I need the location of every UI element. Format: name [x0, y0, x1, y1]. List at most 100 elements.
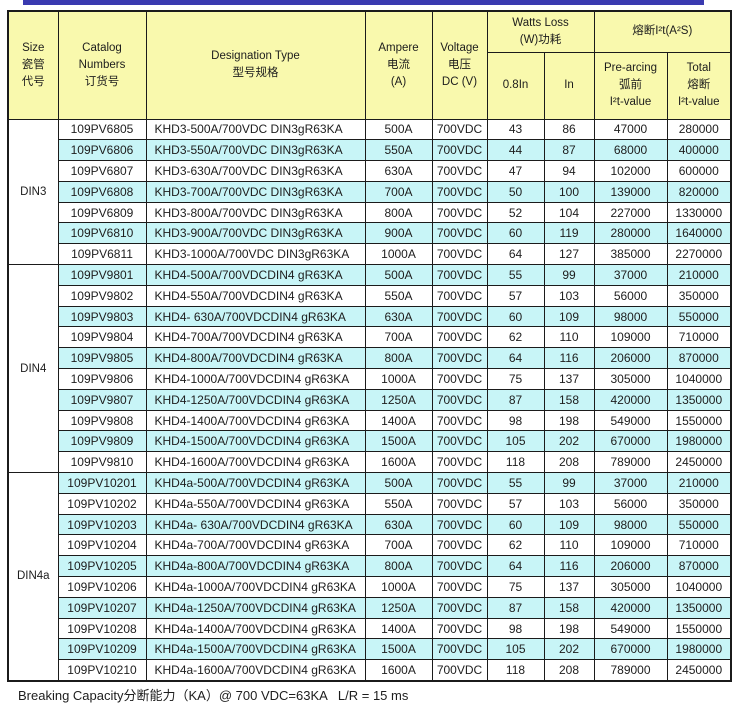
watts-08in-cell: 62	[486, 534, 545, 557]
catalog-cell: 109PV10204	[57, 534, 147, 557]
table-row: 109PV6807 KHD3-630A/700VDC DIN3gR63KA 630A…	[8, 160, 732, 182]
designation-cell: KHD4- 630A/700VDCDIN4 gR63KA	[145, 305, 366, 328]
header-line: Watts Loss	[512, 16, 569, 29]
total-i2t-cell: 710000	[666, 326, 732, 349]
header-line: Numbers	[78, 58, 126, 71]
total-i2t-cell: 350000	[666, 492, 732, 515]
watts-08in-cell: 50	[486, 180, 545, 203]
col-header-catalog: Catalog Numbers 订货号	[57, 10, 147, 120]
total-i2t-cell: 2270000	[666, 243, 732, 266]
catalog-cell: 109PV10202	[57, 492, 147, 515]
col-header-voltage: Voltage 电压 DC (V)	[431, 10, 488, 120]
ampere-cell: 1400A	[364, 409, 433, 432]
table-row: 109PV9808 KHD4-1400A/700VDCDIN4 gR63KA 140…	[8, 409, 732, 432]
watts-in-cell: 99	[543, 264, 595, 286]
total-i2t-cell: 870000	[666, 555, 732, 578]
prearcing-i2t-cell: 420000	[593, 388, 668, 411]
header-line: 熔断I²t(A²S)	[632, 25, 693, 38]
total-i2t-cell: 1550000	[666, 617, 732, 640]
total-i2t-cell: 710000	[666, 534, 732, 557]
catalog-cell: 109PV6806	[57, 139, 147, 162]
prearcing-i2t-cell: 139000	[593, 180, 668, 203]
watts-in-cell: 208	[543, 451, 595, 474]
voltage-cell: 700VDC	[431, 264, 488, 286]
watts-in-cell: 127	[543, 243, 595, 266]
designation-cell: KHD4a-700A/700VDCDIN4 gR63KA	[145, 534, 366, 557]
ampere-cell: 700A	[364, 534, 433, 557]
watts-in-cell: 137	[543, 368, 595, 390]
prearcing-i2t-cell: 789000	[593, 659, 668, 682]
designation-cell: KHD3-630A/700VDC DIN3gR63KA	[145, 160, 366, 182]
voltage-cell: 700VDC	[431, 180, 488, 203]
table-row: 109PV9805 KHD4-800A/700VDCDIN4 gR63KA 800A…	[8, 347, 732, 370]
table-row: 109PV9802 KHD4-550A/700VDCDIN4 gR63KA 550A…	[8, 284, 732, 307]
col-header-ampere: Ampere 电流 (A)	[364, 10, 433, 120]
header-row-groups: Size 瓷管 代号 Catalog Numbers 订货号 Designati…	[7, 10, 732, 120]
prearcing-i2t-cell: 68000	[593, 139, 668, 162]
total-i2t-cell: 1640000	[666, 222, 732, 245]
ampere-cell: 800A	[364, 347, 433, 370]
col-header-total: Total 熔断 I²t-value	[666, 51, 732, 120]
total-i2t-cell: 600000	[666, 160, 732, 182]
watts-in-cell: 109	[543, 513, 595, 536]
prearcing-i2t-cell: 109000	[593, 534, 668, 557]
ampere-cell: 800A	[364, 201, 433, 224]
designation-cell: KHD4-1500A/700VDCDIN4 gR63KA	[145, 430, 366, 453]
header-row-sub: 0.8In In Pre-arcing 弧前 I²t-value Total 熔…	[8, 51, 732, 120]
watts-08in-cell: 64	[486, 243, 545, 266]
ampere-cell: 550A	[364, 139, 433, 162]
table-row: DIN4 109PV9801 KHD4-500A/700VDCDIN4 gR63KA…	[7, 264, 732, 474]
voltage-cell: 700VDC	[431, 617, 488, 640]
table-row: 109PV6808 KHD3-700A/700VDC DIN3gR63KA 700A…	[8, 180, 732, 203]
designation-cell: KHD3-900A/700VDC DIN3gR63KA	[145, 222, 366, 245]
table-row: 109PV6810 KHD3-900A/700VDC DIN3gR63KA 900A…	[8, 222, 732, 245]
watts-08in-cell: 118	[486, 659, 545, 682]
table-row: 109PV10210 KHD4a-1600A/700VDCDIN4 gR63KA 1…	[8, 659, 732, 682]
watts-08in-cell: 60	[486, 305, 545, 328]
catalog-cell: 109PV10208	[57, 617, 147, 640]
prearcing-i2t-cell: 56000	[593, 492, 668, 515]
ampere-cell: 630A	[364, 513, 433, 536]
ampere-cell: 800A	[364, 555, 433, 578]
fuse-spec-table: Size 瓷管 代号 Catalog Numbers 订货号 Designati…	[7, 10, 733, 682]
header-line: Size	[22, 41, 45, 54]
header-line: 电流	[387, 58, 410, 71]
table-row: 109PV6811 KHD3-1000A/700VDC DIN3gR63KA 100…	[8, 243, 732, 266]
watts-in-cell: 198	[543, 409, 595, 432]
header-line: Total	[686, 62, 711, 74]
voltage-cell: 700VDC	[431, 388, 488, 411]
ampere-cell: 1400A	[364, 617, 433, 640]
watts-in-cell: 110	[543, 326, 595, 349]
voltage-cell: 700VDC	[431, 201, 488, 224]
designation-cell: KHD4-500A/700VDCDIN4 gR63KA	[145, 264, 366, 286]
col-header-designation: Designation Type 型号规格	[145, 10, 366, 120]
designation-cell: KHD3-500A/700VDC DIN3gR63KA	[145, 118, 366, 141]
table-row: 109PV9809 KHD4-1500A/700VDCDIN4 gR63KA 150…	[8, 430, 732, 453]
catalog-cell: 109PV6810	[57, 222, 147, 245]
prearcing-i2t-cell: 206000	[593, 347, 668, 370]
watts-08in-cell: 57	[486, 492, 545, 515]
table-row: 109PV6806 KHD3-550A/700VDC DIN3gR63KA 550A…	[8, 139, 732, 162]
designation-cell: KHD4-1600A/700VDCDIN4 gR63KA	[145, 451, 366, 474]
prearcing-i2t-cell: 102000	[593, 160, 668, 182]
ampere-cell: 900A	[364, 222, 433, 245]
breaking-capacity-note: Breaking Capacity分断能力（KA）@ 700 VDC=63KA …	[18, 688, 409, 703]
voltage-cell: 700VDC	[431, 659, 488, 682]
voltage-cell: 700VDC	[431, 305, 488, 328]
catalog-cell: 109PV9804	[57, 326, 147, 349]
table-row: 109PV10206 KHD4a-1000A/700VDCDIN4 gR63KA 1…	[8, 576, 732, 598]
header-line: Pre-arcing	[603, 62, 658, 74]
designation-cell: KHD4-700A/700VDCDIN4 gR63KA	[145, 326, 366, 349]
voltage-cell: 700VDC	[431, 472, 488, 494]
header-line: 弧前	[619, 79, 643, 91]
col-header-size: Size 瓷管 代号	[7, 10, 59, 120]
col-group-i2t: 熔断I²t(A²S)	[593, 10, 732, 53]
voltage-cell: 700VDC	[431, 513, 488, 536]
designation-cell: KHD4-1250A/700VDCDIN4 gR63KA	[145, 388, 366, 411]
watts-in-cell: 116	[543, 555, 595, 578]
watts-in-cell: 158	[543, 388, 595, 411]
voltage-cell: 700VDC	[431, 534, 488, 557]
table-row: DIN3 109PV6805 KHD3-500A/700VDC DIN3gR63KA…	[7, 118, 732, 266]
table-row: 109PV9804 KHD4-700A/700VDCDIN4 gR63KA 700A…	[8, 326, 732, 349]
watts-08in-cell: 64	[486, 347, 545, 370]
